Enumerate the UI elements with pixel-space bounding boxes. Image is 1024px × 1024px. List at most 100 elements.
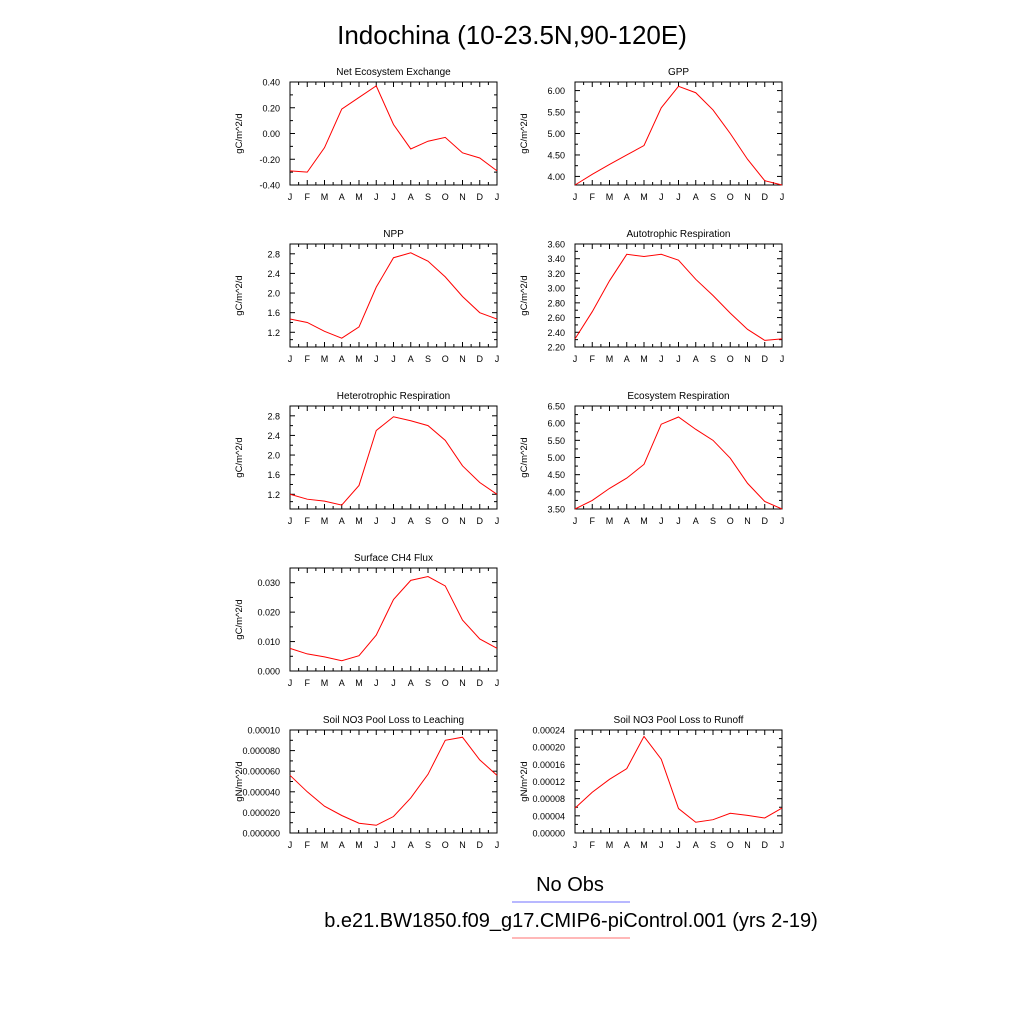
legend-label-model: b.e21.BW1850.f09_g17.CMIP6-piControl.001…: [324, 910, 818, 932]
panel-1-xticklabel-2: M: [606, 192, 614, 202]
panel-8-xticklabel-2: M: [321, 840, 329, 850]
panel-9-yticklabel-0: 0.00000: [532, 829, 565, 839]
figure-title: Indochina (10-23.5N,90-120E): [337, 20, 687, 50]
panel-8-series-0: [289, 736, 498, 826]
panel-5-title: Ecosystem Respiration: [627, 391, 729, 402]
panel-6-xticklabel-0: J: [288, 678, 293, 688]
panel-6-xticklabel-9: O: [442, 678, 449, 688]
panel-6-xticklabel-1: F: [305, 678, 311, 688]
panel-3-yticklabel-7: 3.60: [547, 240, 565, 250]
panel-2-series-0: [289, 252, 498, 339]
panel-0-yticklabel-3: 0.20: [262, 103, 280, 113]
panel-3-xticklabel-9: O: [727, 354, 734, 364]
panel-2-yticklabel-0: 1.2: [267, 328, 280, 338]
panel-0-series-0: [289, 85, 498, 173]
panel-4-xticklabel-6: J: [391, 516, 396, 526]
panel-9-xticklabel-4: M: [640, 840, 648, 850]
panel-2-xticklabel-4: M: [355, 354, 363, 364]
panel-1-yticklabel-4: 6.00: [547, 86, 565, 96]
panel-9-yticklabel-3: 0.00012: [532, 777, 565, 787]
panel-2-title: NPP: [383, 229, 404, 240]
panel-2-yticklabel-3: 2.4: [267, 269, 280, 279]
panel-0-yticklabel-0: -0.40: [259, 181, 280, 191]
panel-0-xticklabel-4: M: [355, 192, 363, 202]
panel-2-xticklabel-0: J: [288, 354, 293, 364]
panel-0-xticklabel-0: J: [288, 192, 293, 202]
panel-0-xticklabel-2: M: [321, 192, 329, 202]
panel-8-yticklabel-3: 0.000060: [242, 767, 280, 777]
panel-6-xticklabel-2: M: [321, 678, 329, 688]
panel-8-xticklabel-12: J: [495, 840, 500, 850]
panel-6-yticklabel-2: 0.020: [257, 608, 280, 618]
panel-0-xticklabel-5: J: [374, 192, 379, 202]
legend-label-no-obs: No Obs: [536, 874, 604, 896]
panel-1-xticklabel-1: F: [590, 192, 596, 202]
panel-9-xticklabel-2: M: [606, 840, 614, 850]
panel-5-yticklabel-0: 3.50: [547, 505, 565, 515]
legend: No Obs b.e21.BW1850.f09_g17.CMIP6-piCont…: [324, 874, 818, 939]
panel-2-xticklabel-12: J: [495, 354, 500, 364]
panel-5-series-0: [574, 416, 783, 510]
panel-3-yticklabel-2: 2.60: [547, 313, 565, 323]
panel-5-xticklabel-2: M: [606, 516, 614, 526]
panel-9-yticklabel-4: 0.00016: [532, 760, 565, 770]
panel-4-yticklabel-0: 1.2: [267, 490, 280, 500]
panel-2-xticklabel-11: D: [477, 354, 484, 364]
panel-0-xticklabel-7: A: [408, 192, 414, 202]
panel-6-xticklabel-12: J: [495, 678, 500, 688]
panel-9-yticklabel-2: 0.00008: [532, 794, 565, 804]
panel-0-title: Net Ecosystem Exchange: [336, 67, 451, 78]
panel-6-xticklabel-3: A: [339, 678, 345, 688]
panel-2-xticklabel-6: J: [391, 354, 396, 364]
panel-3-xticklabel-10: N: [744, 354, 751, 364]
panel-0-xticklabel-8: S: [425, 192, 431, 202]
panel-3-xticklabel-2: M: [606, 354, 614, 364]
panel-4-xticklabel-0: J: [288, 516, 293, 526]
panel-3-title: Autotrophic Respiration: [627, 229, 731, 240]
panel-9-xticklabel-6: J: [676, 840, 681, 850]
panel-1-xticklabel-6: J: [676, 192, 681, 202]
panel-2-ylabel: gC/m^2/d: [234, 275, 245, 315]
panel-5-xticklabel-3: A: [624, 516, 630, 526]
panel-0-yticklabel-2: 0.00: [262, 129, 280, 139]
panel-0-xticklabel-10: N: [459, 192, 466, 202]
panel-4-yticklabel-3: 2.4: [267, 431, 280, 441]
panel-1-xticklabel-8: S: [710, 192, 716, 202]
panel-9-xticklabel-9: O: [727, 840, 734, 850]
panel-5-yticklabel-4: 5.50: [547, 436, 565, 446]
panel-0-xticklabel-11: D: [477, 192, 484, 202]
panel-1-yticklabel-1: 4.50: [547, 150, 565, 160]
panel-9-xticklabel-1: F: [590, 840, 596, 850]
panel-5-yticklabel-5: 6.00: [547, 419, 565, 429]
panel-4-xticklabel-2: M: [321, 516, 329, 526]
panel-8-xticklabel-10: N: [459, 840, 466, 850]
panel-8-xticklabel-5: J: [374, 840, 379, 850]
panel-1-yticklabel-2: 5.00: [547, 129, 565, 139]
panel-9-series-0: [574, 735, 783, 823]
panel-2-xticklabel-1: F: [305, 354, 311, 364]
panel-5-xticklabel-8: S: [710, 516, 716, 526]
panel-1-yticklabel-0: 4.00: [547, 172, 565, 182]
panel-5-xticklabel-9: O: [727, 516, 734, 526]
panel-8-yticklabel-2: 0.000040: [242, 787, 280, 797]
panel-6-xticklabel-11: D: [477, 678, 484, 688]
panel-1-xticklabel-3: A: [624, 192, 630, 202]
panel-8-yticklabel-4: 0.000080: [242, 746, 280, 756]
panel-5-xticklabel-5: J: [659, 516, 664, 526]
panel-8-yticklabel-0: 0.000000: [242, 829, 280, 839]
panel-5-yticklabel-1: 4.00: [547, 487, 565, 497]
panel-5-xticklabel-7: A: [693, 516, 699, 526]
panel-0-frame: [289, 81, 498, 186]
panel-4-xticklabel-11: D: [477, 516, 484, 526]
panel-4-xticklabel-4: M: [355, 516, 363, 526]
panel-4-xticklabel-5: J: [374, 516, 379, 526]
panel-6-xticklabel-4: M: [355, 678, 363, 688]
panel-8-xticklabel-8: S: [425, 840, 431, 850]
panel-4-xticklabel-7: A: [408, 516, 414, 526]
panel-4-yticklabel-1: 1.6: [267, 470, 280, 480]
panel-5-yticklabel-2: 4.50: [547, 470, 565, 480]
